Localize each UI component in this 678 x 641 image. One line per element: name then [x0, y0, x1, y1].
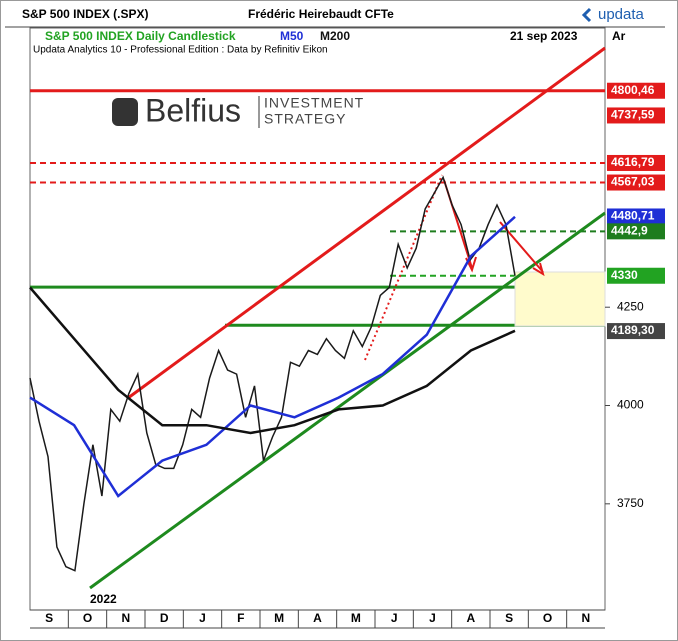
x-tick-label: M	[351, 611, 361, 625]
level-box	[607, 154, 665, 171]
author: Frédéric Heirebaudt CFTe	[248, 7, 394, 21]
level-box	[607, 107, 665, 124]
level-label: 4330	[611, 268, 638, 282]
series-line	[29, 175, 516, 572]
level-label: 4800,46	[611, 83, 655, 97]
channel-bottom	[89, 211, 606, 590]
logo-icon	[112, 98, 138, 126]
x-tick-label: N	[121, 611, 130, 625]
x-tick-label: A	[466, 611, 475, 625]
level-label: 4189,30	[611, 323, 655, 337]
subtitle: S&P 500 INDEX Daily Candlestick	[45, 29, 236, 43]
legend-m50: M50	[280, 29, 304, 43]
arrows	[443, 179, 545, 277]
x-tick-label: S	[505, 611, 513, 625]
x-tick-label: J	[391, 611, 398, 625]
year-label: 2022	[90, 592, 117, 606]
y-tick-label: 4250	[617, 299, 644, 313]
x-tick-label: J	[199, 611, 206, 625]
series-line	[29, 215, 516, 498]
date: 21 sep 2023	[510, 29, 578, 43]
chart-title: S&P 500 INDEX (.SPX)	[22, 7, 149, 21]
legend-m200: M200	[320, 29, 350, 43]
series-line	[29, 286, 516, 435]
logo-bg	[108, 90, 368, 134]
logo-name: Belfius	[145, 92, 241, 128]
level-box	[607, 267, 665, 284]
source: Updata Analytics 10 - Professional Editi…	[33, 45, 328, 56]
target-zone	[514, 271, 606, 327]
level-label: 4442,9	[611, 224, 648, 238]
logo-tagline: STRATEGY	[264, 111, 346, 127]
x-tick-label: D	[160, 611, 169, 625]
level-box	[607, 82, 665, 99]
y-tick-label: 4000	[617, 398, 644, 412]
x-tick-label: N	[581, 611, 590, 625]
x-tick-label: O	[543, 611, 552, 625]
axis: 3750 4000 4250 4800,46 4737,59 4616,79 4567,03…	[45, 82, 665, 628]
axis-corner: Ar	[612, 29, 626, 43]
x-tick-label: M	[274, 611, 284, 625]
x-tick-label: S	[45, 611, 53, 625]
x-tick-label: O	[83, 611, 92, 625]
level-box	[607, 223, 665, 240]
series	[29, 175, 516, 572]
dotted-trend	[364, 174, 443, 361]
brand: updata	[598, 6, 645, 23]
x-tick-label: F	[237, 611, 244, 625]
level-box	[607, 208, 665, 225]
channel-top	[127, 46, 606, 400]
level-label: 4567,03	[611, 175, 655, 189]
level-box	[607, 323, 665, 340]
brand-icon	[581, 7, 592, 23]
logo-tagline: INVESTMENT	[264, 95, 364, 111]
level-label: 4737,59	[611, 108, 655, 122]
level-label: 4480,71	[611, 209, 655, 223]
x-tick-label: J	[429, 611, 436, 625]
x-tick-label: A	[313, 611, 322, 625]
level-box	[607, 174, 665, 191]
y-tick-label: 3750	[617, 496, 644, 510]
level-label: 4616,79	[611, 155, 655, 169]
